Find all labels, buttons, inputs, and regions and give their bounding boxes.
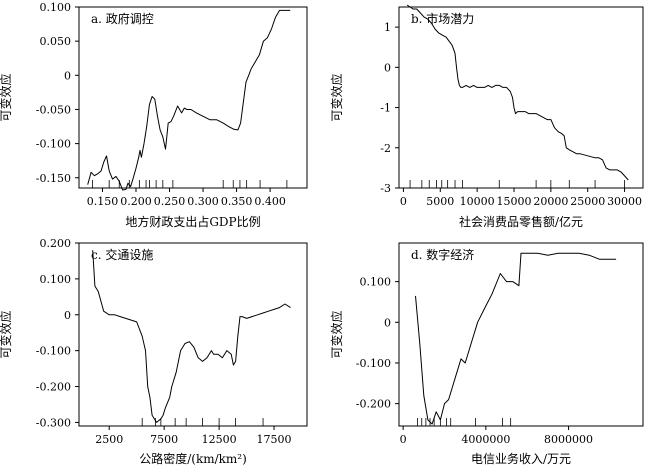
y-tick-label: -0.050 — [36, 103, 71, 116]
series-line — [415, 252, 617, 425]
y-tick-label: -0.200 — [356, 398, 391, 411]
y-tick-label: 0.100 — [360, 276, 392, 289]
x-tick-label: 0 — [400, 433, 407, 446]
y-tick-label: 0 — [384, 61, 391, 74]
x-tick-label: 0 — [400, 195, 407, 208]
panel-b: 0 5000 10000 15000 20000 25000 30000 1 0 -1 -2 -3 b.… — [329, 4, 644, 229]
y-tick-label: -0.100 — [36, 138, 71, 151]
panel-title: c. 交通设施 — [91, 247, 153, 262]
panel-d: 0 4000000 8000000 0.100 0 -0.100 -0.200 d. 数字经济… — [329, 242, 644, 466]
y-axis-title: 可变效应 — [0, 310, 13, 358]
y-tick-label: -0.200 — [36, 381, 71, 394]
x-tick-label: 5000 — [426, 195, 454, 208]
y-tick-label: 0 — [64, 69, 71, 82]
y-tick-label: 0.100 — [40, 1, 72, 14]
x-tick-label: 2500 — [95, 433, 123, 446]
x-tick-label: 0.400 — [254, 195, 286, 208]
series-line — [92, 250, 291, 423]
y-tick-label: -1 — [380, 102, 391, 115]
y-axis-title: 可变效应 — [329, 73, 344, 121]
y-tick-label: -0.300 — [36, 416, 71, 429]
panel-a: 0.150 0.200 0.250 0.300 0.350 0.400 0.100 0.050… — [0, 1, 308, 229]
panel-title: d. 数字经济 — [411, 247, 474, 262]
plot-frame — [398, 242, 644, 427]
x-tick-label: 8000000 — [544, 433, 593, 446]
panel-c: 2500 7500 12500 17500 0.200 0.100 0 -0.100 -0.20… — [0, 237, 308, 466]
y-tick-label: 0 — [64, 309, 71, 322]
x-tick-label: 15000 — [496, 195, 531, 208]
y-tick-label: -0.100 — [356, 357, 391, 370]
x-tick-label: 25000 — [570, 195, 605, 208]
panel-title: b. 市场潜力 — [411, 11, 474, 26]
x-axis-title: 电信业务收入/万元 — [471, 451, 571, 466]
x-tick-label: 12500 — [202, 433, 237, 446]
x-tick-label: 10000 — [460, 195, 495, 208]
x-tick-label: 4000000 — [461, 433, 510, 446]
y-axis-title: 可变效应 — [329, 310, 344, 358]
y-axis-title: 可变效应 — [0, 73, 13, 121]
y-tick-label: 0.200 — [40, 237, 72, 250]
x-tick-label: 0.150 — [87, 195, 119, 208]
x-axis-title: 公路密度/(km/km²) — [139, 451, 247, 466]
y-tick-label: 0 — [384, 316, 391, 329]
x-tick-label: 0.350 — [221, 195, 253, 208]
x-tick-label: 17500 — [257, 433, 292, 446]
plot-frame — [78, 6, 308, 189]
y-tick-label: -3 — [380, 182, 391, 195]
x-tick-label: 30000 — [607, 195, 642, 208]
y-tick-label: -0.150 — [36, 172, 71, 185]
plot-frame — [398, 6, 644, 189]
y-tick-label: 0.050 — [40, 35, 72, 48]
x-axis-title: 社会消费品零售额/亿元 — [459, 214, 583, 229]
series-line — [406, 4, 629, 181]
x-tick-label: 0.300 — [187, 195, 219, 208]
plot-frame — [78, 242, 308, 427]
y-tick-label: 1 — [384, 21, 391, 34]
y-tick-label: 0.100 — [40, 273, 72, 286]
y-tick-label: -2 — [380, 142, 391, 155]
series-line — [87, 9, 291, 191]
y-tick-label: -0.100 — [36, 345, 71, 358]
x-tick-label: 0.250 — [154, 195, 186, 208]
x-axis-title: 地方财政支出占GDP比例 — [125, 214, 260, 229]
x-tick-label: 7500 — [150, 433, 178, 446]
panel-title: a. 政府调控 — [91, 11, 154, 26]
x-tick-label: 20000 — [533, 195, 568, 208]
x-tick-label: 0.200 — [120, 195, 152, 208]
